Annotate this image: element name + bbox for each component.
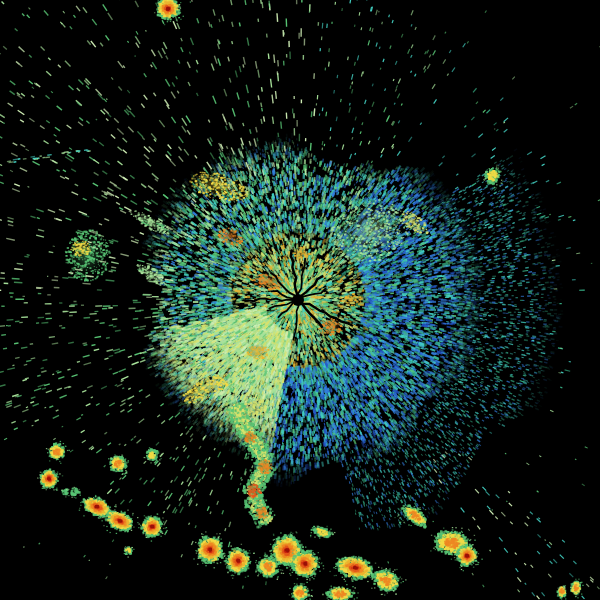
radar-reflectivity-display <box>0 0 600 600</box>
radar-viewport <box>0 0 600 600</box>
